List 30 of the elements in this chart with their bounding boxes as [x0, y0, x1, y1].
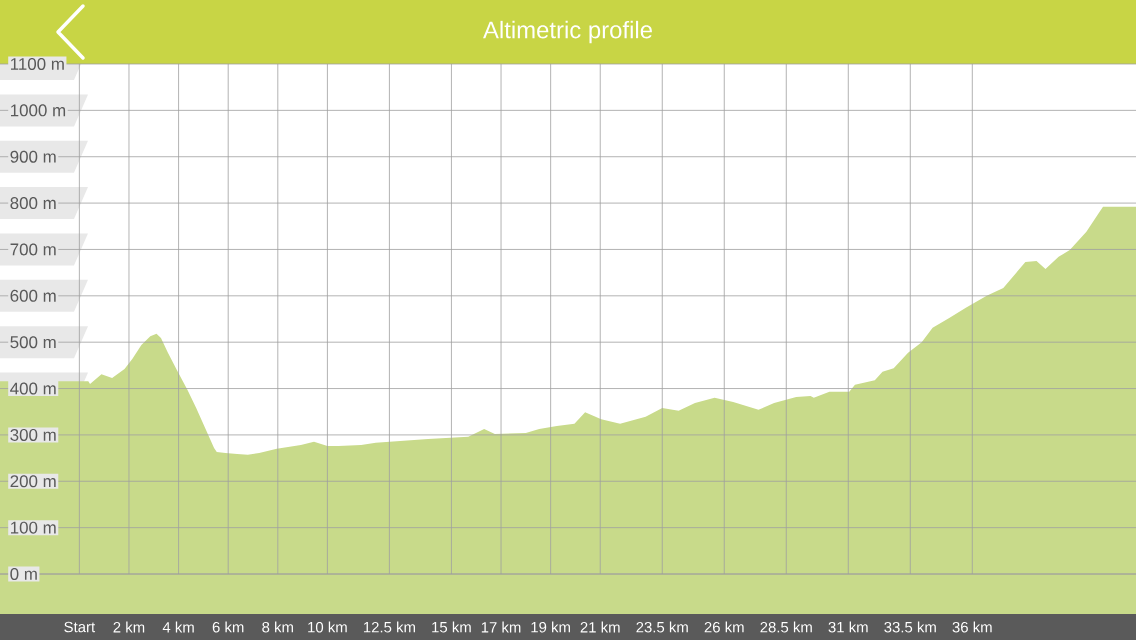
y-tick-label: 0 m: [10, 568, 37, 580]
y-tick-label: 300 m: [10, 428, 56, 441]
y-tick-label: 200 m: [10, 475, 56, 488]
x-tick-label: 10 km: [308, 621, 347, 633]
x-tick-label: Start: [64, 621, 96, 633]
x-tick-label: 33.5 km: [884, 621, 936, 633]
x-tick-label: 31 km: [828, 621, 868, 633]
y-tick-label: 1100 m: [11, 58, 64, 70]
x-tick-label: 28.5 km: [760, 621, 812, 633]
x-tick-label: 8 km: [262, 621, 293, 633]
x-tick-label: 36 km: [952, 621, 992, 633]
y-tick-label: 700 m: [10, 243, 56, 256]
y-tick-label: 100 m: [11, 521, 56, 534]
x-tick-label: 15 km: [432, 621, 471, 633]
x-tick-label: 6 km: [212, 621, 244, 633]
y-tick-label: 800 m: [10, 197, 56, 210]
chart-title: Altimetric profile: [483, 20, 652, 44]
x-tick-label: 17 km: [481, 621, 521, 633]
x-tick-label: 19 km: [531, 621, 570, 633]
x-tick-label: 2 km: [113, 621, 145, 633]
x-tick-label: 26 km: [704, 621, 744, 633]
y-tick-label: 400 m: [10, 382, 56, 395]
x-tick-label: 12.5 km: [363, 621, 415, 633]
y-tick-label: 600 m: [10, 289, 56, 302]
y-tick-label: 500 m: [10, 336, 56, 349]
y-tick-label: 1000 m: [11, 104, 66, 117]
y-tick-label: 900 m: [10, 150, 56, 163]
x-tick-label: 23.5 km: [636, 621, 688, 633]
x-tick-label: 4 km: [162, 621, 194, 633]
x-tick-label: 21 km: [580, 621, 620, 633]
